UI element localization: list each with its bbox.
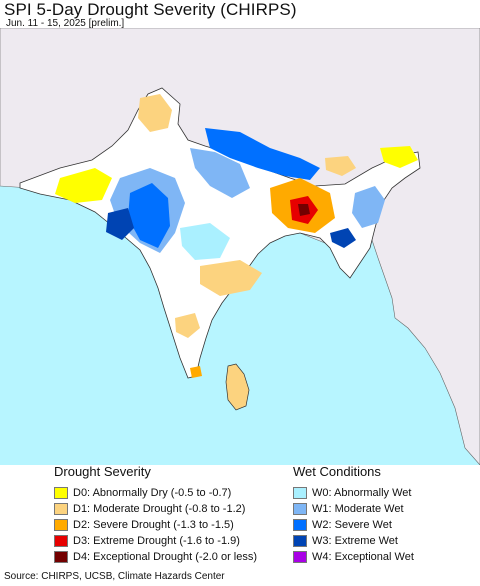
dry-zone-tip	[190, 366, 202, 378]
wet-legend-label: W3: Extreme Wet	[312, 535, 398, 547]
drought-legend-item: D4: Exceptional Drought (-2.0 or less)	[54, 549, 257, 565]
dry-zone-south-central	[200, 260, 262, 296]
wet-legend-item: W4: Exceptional Wet	[293, 549, 414, 565]
wet-legend-item: W3: Extreme Wet	[293, 533, 414, 549]
wet-zone-west-core	[128, 183, 170, 248]
wet-legend-swatch	[293, 551, 307, 563]
map-subtitle: Jun. 11 - 15, 2025 [prelim.]	[6, 18, 125, 29]
drought-legend-swatch	[54, 487, 68, 499]
wet-zone-north-light	[190, 148, 250, 198]
drought-legend-label: D1: Moderate Drought (-0.8 to -1.2)	[73, 503, 246, 515]
drought-legend-item: D0: Abnormally Dry (-0.5 to -0.7)	[54, 485, 257, 501]
wet-legend: Wet Conditions W0: Abnormally Wet W1: Mod…	[293, 464, 414, 565]
drought-legend-item: D2: Severe Drought (-1.3 to -1.5)	[54, 517, 257, 533]
drought-legend-swatch	[54, 535, 68, 547]
drought-legend-label: D4: Exceptional Drought (-2.0 or less)	[73, 551, 258, 563]
drought-legend-label: D0: Abnormally Dry (-0.5 to -0.7)	[73, 487, 232, 499]
drought-legend-item: D1: Moderate Drought (-0.8 to -1.2)	[54, 501, 257, 517]
dry-zone-pakistan	[55, 168, 112, 203]
wet-legend-item: W1: Moderate Wet	[293, 501, 414, 517]
drought-legend-label: D3: Extreme Drought (-1.6 to -1.9)	[73, 535, 240, 547]
source-note: Source: CHIRPS, UCSB, Climate Hazards Ce…	[4, 571, 225, 582]
wet-legend-swatch	[293, 487, 307, 499]
drought-legend-item: D3: Extreme Drought (-1.6 to -1.9)	[54, 533, 257, 549]
drought-map	[0, 28, 480, 465]
dry-zone-north	[138, 94, 172, 132]
dry-zone-south	[175, 313, 200, 338]
wet-legend-label: W0: Abnormally Wet	[312, 487, 412, 499]
dry-zone-nepal-ne	[325, 156, 356, 176]
drought-legend-swatch	[54, 551, 68, 563]
wet-legend-swatch	[293, 503, 307, 515]
sri-lanka	[225, 363, 250, 411]
map-title: SPI 5-Day Drought Severity (CHIRPS)	[4, 0, 297, 19]
map-svg	[0, 28, 480, 465]
drought-legend-swatch	[54, 519, 68, 531]
drought-legend-swatch	[54, 503, 68, 515]
dry-zone-east-exceptional	[298, 204, 310, 216]
drought-legend: Drought Severity D0: Abnormally Dry (-0.…	[54, 464, 257, 565]
wet-legend-swatch	[293, 535, 307, 547]
wet-zone-north	[205, 128, 320, 180]
wet-legend-label: W1: Moderate Wet	[312, 503, 404, 515]
dry-zone-bhutan	[380, 146, 418, 168]
wet-zone-bangladesh-coast	[330, 228, 356, 248]
drought-legend-label: D2: Severe Drought (-1.3 to -1.5)	[73, 519, 234, 531]
wet-legend-item: W2: Severe Wet	[293, 517, 414, 533]
wet-legend-label: W2: Severe Wet	[312, 519, 392, 531]
wet-legend-swatch	[293, 519, 307, 531]
wet-legend-heading: Wet Conditions	[293, 464, 381, 479]
wet-zone-gujarat	[106, 208, 134, 240]
wet-legend-label: W4: Exceptional Wet	[312, 551, 414, 563]
wet-legend-item: W0: Abnormally Wet	[293, 485, 414, 501]
drought-legend-heading: Drought Severity	[54, 464, 151, 479]
wet-zone-northeast	[352, 186, 385, 228]
wet-zone-central	[180, 223, 230, 260]
